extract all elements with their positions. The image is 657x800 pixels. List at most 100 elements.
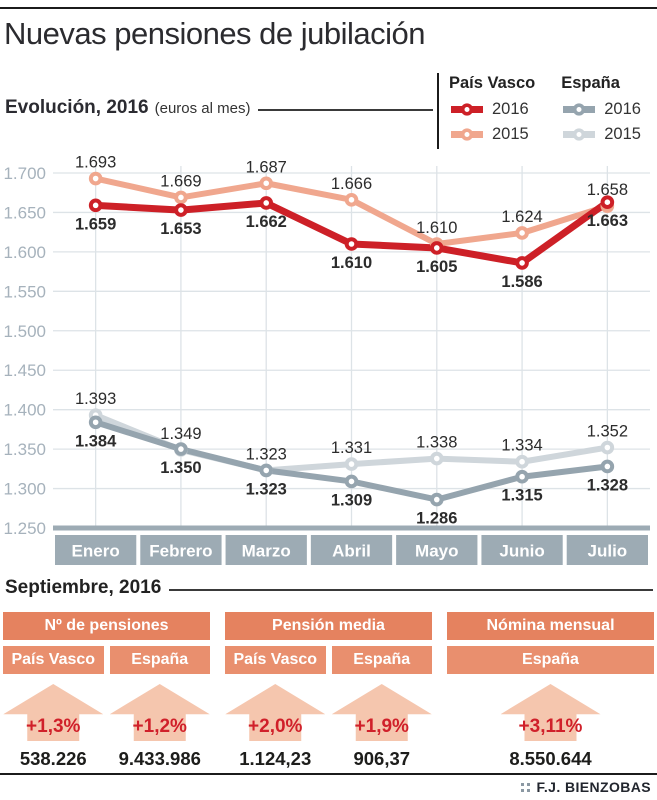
bottom-rule <box>0 773 657 775</box>
data-label-espana-2015: 1.352 <box>587 423 628 441</box>
data-point-espana-2016 <box>88 415 103 430</box>
month-label: Enero <box>72 542 120 561</box>
data-point-pais-vasco-2015 <box>515 226 529 240</box>
data-point-pais-vasco-2015 <box>259 176 274 191</box>
change-indicator: +2,0% <box>225 684 326 741</box>
data-label-espana-2016: 1.323 <box>246 480 287 498</box>
legend-item-label: 2016 <box>492 100 529 118</box>
change-percent: +1,9% <box>354 716 409 737</box>
month-label: Julio <box>588 542 628 561</box>
september-heading-row: Septiembre, 2016 <box>5 577 653 599</box>
legend-item: 2015 <box>561 122 641 147</box>
y-tick-label: 1.300 <box>3 480 46 499</box>
y-tick-label: 1.650 <box>3 203 46 222</box>
top-rule <box>0 7 657 9</box>
data-label-pais-vasco-2015: 1.666 <box>331 175 372 193</box>
data-point-espana-2015 <box>344 457 359 471</box>
data-point-pais-vasco-2015 <box>344 193 359 207</box>
legend-item-label: 2016 <box>604 100 641 118</box>
month-box <box>481 535 563 565</box>
legend-divider <box>437 73 439 149</box>
month-label: Febrero <box>149 542 212 561</box>
data-label-pais-vasco-2016: 1.653 <box>160 220 201 238</box>
data-label-pais-vasco-2016: 1.663 <box>587 212 628 230</box>
region-header: España <box>331 646 432 674</box>
metric-value: 906,37 <box>353 748 411 769</box>
legend-group-title: España <box>561 74 620 92</box>
data-point-espana-2016 <box>600 459 615 474</box>
legend-group-title: País Vasco <box>449 74 536 92</box>
legend-group: País Vasco 2016 2015 <box>449 74 535 147</box>
legend-group: España 2016 2015 <box>561 74 641 147</box>
data-label-pais-vasco-2015: 1.658 <box>587 181 628 199</box>
data-point-pais-vasco-2015 <box>174 190 188 205</box>
arrow-row: +1,3% +1,2% <box>3 684 210 741</box>
month-label: Abril <box>332 542 371 561</box>
chart-unit-label: (euros al mes) <box>154 99 251 117</box>
month-box <box>396 535 478 565</box>
y-tick-label: 1.550 <box>3 282 46 301</box>
arrow-row: +3,11% <box>447 684 654 741</box>
data-point-espana-2015 <box>515 454 529 469</box>
region-row: España <box>447 646 654 674</box>
region-header: País Vasco <box>3 646 104 674</box>
september-table: Nº de pensiones País Vasco España +1,3% +1,2… <box>3 612 654 770</box>
metric-value: 8.550.644 <box>509 748 592 769</box>
data-label-pais-vasco-2016: 1.605 <box>416 258 457 276</box>
value-row: 8.550.644 <box>447 748 654 770</box>
data-label-espana-2015: 1.393 <box>75 390 116 408</box>
data-label-espana-2016: 1.315 <box>501 487 542 505</box>
chart-subtitle-row: Evolución, 2016 (euros al mes) <box>5 97 433 119</box>
four-dots-icon <box>521 782 531 792</box>
month-label: Mayo <box>415 542 458 561</box>
data-point-espana-2016 <box>259 463 274 478</box>
group-title: Nº de pensiones <box>3 612 210 640</box>
group-title: Nómina mensual <box>447 612 654 640</box>
data-point-pais-vasco-2016 <box>88 198 103 213</box>
change-indicator: +3,11% <box>447 684 654 741</box>
data-label-espana-2015: 1.349 <box>160 425 201 443</box>
change-indicator: +1,9% <box>331 684 433 741</box>
arrow-row: +2,0% +1,9% <box>225 684 432 741</box>
data-label-espana-2016: 1.384 <box>75 432 117 450</box>
legend-item-label: 2015 <box>492 125 529 143</box>
september-group: Nómina mensual España +3,11% 8.550.644 <box>447 612 654 770</box>
y-tick-label: 1.250 <box>3 519 46 538</box>
month-box <box>566 535 648 565</box>
september-group: Nº de pensiones País Vasco España +1,3% +1,2… <box>3 612 210 770</box>
value-row: 1.124,23 906,37 <box>225 748 432 770</box>
data-label-espana-2016: 1.286 <box>416 510 457 528</box>
data-label-pais-vasco-2016: 1.586 <box>501 273 542 291</box>
chart-legend: País Vasco 2016 2015 España 2016 2015 <box>449 74 641 147</box>
legend-item: 2016 <box>561 97 641 122</box>
group-title: Pensión media <box>225 612 432 640</box>
data-point-espana-2016 <box>174 442 188 456</box>
region-header: España <box>109 646 210 674</box>
data-point-pais-vasco-2016 <box>174 203 188 217</box>
month-box <box>225 535 307 565</box>
data-point-pais-vasco-2016 <box>429 241 444 255</box>
data-label-pais-vasco-2015: 1.693 <box>75 154 116 172</box>
evolution-chart: 1.250 1.300 1.350 1.400 1.450 1.500 1.550 1.600… <box>3 154 650 565</box>
legend-item-label: 2015 <box>604 125 641 143</box>
data-label-pais-vasco-2015: 1.624 <box>501 208 542 226</box>
credit: F.J. BIENZOBAS <box>520 779 651 795</box>
legend-item: 2016 <box>449 97 535 122</box>
change-percent: +1,3% <box>26 716 81 737</box>
data-point-espana-2016 <box>515 469 529 484</box>
legend-item: 2015 <box>449 122 535 147</box>
data-label-pais-vasco-2016: 1.610 <box>331 254 372 272</box>
data-label-pais-vasco-2015: 1.610 <box>416 219 457 237</box>
change-percent: +3,11% <box>518 716 583 737</box>
region-header: País Vasco <box>225 646 326 674</box>
data-point-pais-vasco-2016 <box>515 256 529 270</box>
data-point-pais-vasco-2016 <box>344 237 359 251</box>
change-percent: +2,0% <box>248 716 303 737</box>
change-indicator: +1,3% <box>3 684 104 741</box>
subtitle-rule <box>258 109 433 111</box>
region-row: País Vasco España <box>3 646 210 674</box>
data-label-pais-vasco-2016: 1.662 <box>246 213 287 231</box>
data-point-pais-vasco-2016 <box>600 195 615 209</box>
page-title: Nuevas pensiones de jubilación <box>4 16 426 51</box>
data-label-espana-2015: 1.323 <box>246 445 287 463</box>
